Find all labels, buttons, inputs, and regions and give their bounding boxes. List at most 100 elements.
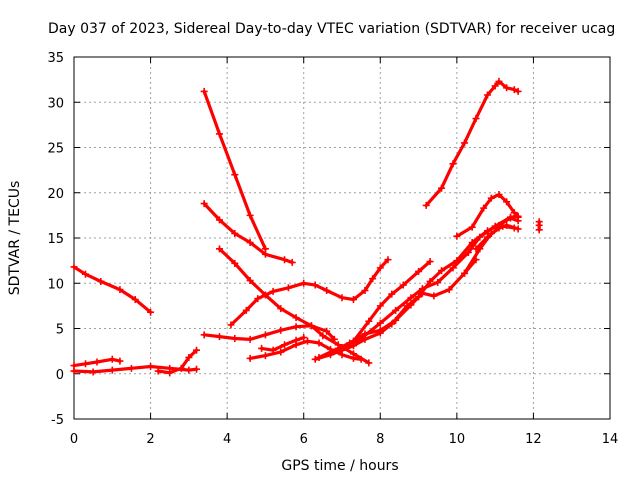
data-point: [461, 139, 469, 147]
series-s17: [461, 222, 518, 277]
data-point: [430, 292, 438, 300]
series-line: [72, 265, 153, 314]
data-point: [242, 306, 250, 314]
data-point: [434, 278, 442, 286]
data-point: [392, 316, 400, 324]
y-tick-label: -5: [51, 413, 64, 428]
y-tick-label: 35: [47, 51, 64, 66]
series-s20: [535, 218, 543, 234]
data-point: [476, 245, 484, 253]
x-tick-label: 8: [376, 432, 384, 447]
data-point: [227, 321, 235, 329]
plot-frame: [73, 56, 611, 420]
data-point: [304, 337, 312, 345]
data-point: [177, 364, 185, 372]
data-point: [487, 229, 495, 237]
data-point: [81, 360, 89, 368]
data-point: [269, 346, 277, 354]
data-point: [365, 359, 373, 367]
data-point: [338, 344, 346, 352]
data-point: [215, 216, 223, 224]
x-tick-label: 14: [602, 432, 619, 447]
data-point: [311, 355, 319, 363]
series-line: [455, 193, 520, 238]
data-point: [292, 323, 300, 331]
data-point: [388, 290, 396, 298]
data-point: [445, 286, 453, 294]
data-point: [307, 322, 315, 330]
data-point: [510, 224, 518, 232]
series-s19: [422, 77, 522, 209]
data-point: [116, 286, 124, 294]
data-point: [487, 194, 495, 202]
data-point: [506, 213, 514, 221]
data-point: [231, 171, 239, 179]
data-point: [461, 269, 469, 277]
data-point: [514, 213, 522, 221]
data-point: [499, 222, 507, 230]
data-point: [277, 348, 285, 356]
data-point: [315, 339, 323, 347]
series-s4: [154, 346, 201, 377]
data-point: [277, 305, 285, 313]
data-point: [292, 336, 300, 344]
y-tick-labels: -5 0 5 10 15 20 25 30 35: [47, 51, 64, 428]
x-tick-label: 10: [449, 432, 466, 447]
data-point: [480, 204, 488, 212]
data-point: [407, 301, 415, 309]
series-line: [229, 258, 390, 327]
data-point: [338, 294, 346, 302]
series-s14: [338, 212, 522, 352]
data-point: [357, 355, 365, 363]
data-point: [369, 275, 377, 283]
data-point: [503, 198, 511, 206]
x-axis-label: GPS time / hours: [281, 458, 398, 474]
data-point: [330, 335, 338, 343]
data-point: [254, 295, 262, 303]
data-point: [231, 334, 239, 342]
series-s6: [200, 200, 296, 266]
y-tick-label: 0: [56, 368, 64, 383]
data-point: [495, 191, 503, 199]
x-tick-label: 6: [300, 432, 308, 447]
series-s2: [70, 355, 124, 370]
data-point: [284, 284, 292, 292]
data-point: [453, 232, 461, 240]
series-s11: [258, 334, 308, 354]
series-line: [424, 79, 520, 207]
data-point: [93, 358, 101, 366]
data-point: [246, 239, 254, 247]
data-point: [311, 281, 319, 289]
data-point: [281, 341, 289, 349]
data-point: [464, 248, 472, 256]
data-point: [147, 363, 155, 371]
series-s5: [200, 87, 269, 253]
data-point: [292, 314, 300, 322]
data-point: [349, 296, 357, 304]
data-point: [277, 326, 285, 334]
grid-lines: [73, 56, 611, 420]
data-point: [185, 353, 193, 361]
data-point: [472, 115, 480, 123]
y-tick-label: 15: [47, 232, 64, 247]
data-point: [468, 223, 476, 231]
data-point: [246, 335, 254, 343]
y-tick-label: 20: [47, 187, 64, 202]
data-point: [346, 339, 354, 347]
series-s8: [227, 256, 392, 329]
data-point: [438, 267, 446, 275]
data-point: [300, 334, 308, 342]
data-point: [449, 160, 457, 168]
series-line: [248, 339, 363, 361]
data-point: [281, 256, 289, 264]
data-point: [200, 200, 208, 208]
data-point: [89, 368, 97, 376]
data-point: [127, 364, 135, 372]
data-point: [323, 327, 331, 335]
data-point: [535, 226, 543, 234]
data-point: [166, 369, 174, 377]
data-point: [491, 82, 499, 90]
data-point: [365, 317, 373, 325]
data-point: [288, 258, 296, 266]
data-point: [70, 263, 78, 271]
